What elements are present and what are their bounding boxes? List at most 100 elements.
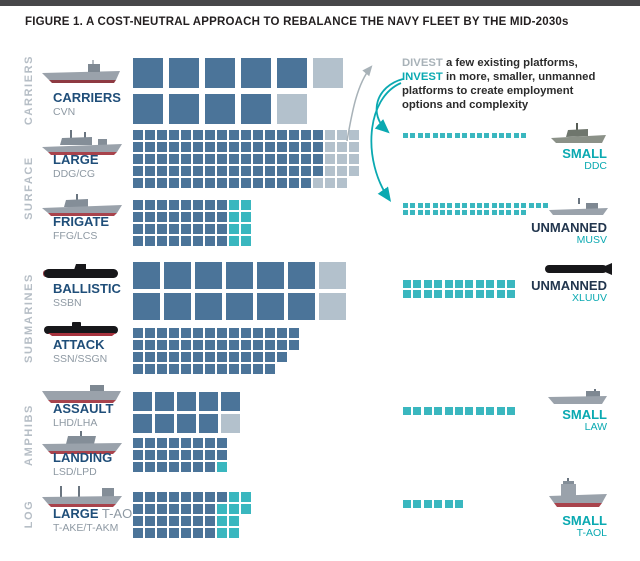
fleet-square-dark [229,142,239,152]
row-label-large-surface: LARGE [53,152,99,167]
fleet-square-dark [288,262,315,289]
fleet-square-teal [513,203,519,208]
fleet-square-dark [205,200,215,210]
fleet-square-dark [145,504,155,514]
fleet-square-dark [181,528,191,538]
unmanned-surface-vessel-icon [548,198,610,225]
fleet-square-dark [155,392,174,411]
fleet-square-teal [476,133,482,138]
attack-submarine-icon [42,322,122,343]
fleet-square-teal [499,133,505,138]
grid-carriers [133,58,343,130]
fleet-square-dark [133,462,143,472]
fleet-square-dark [217,142,227,152]
fleet-square-dark [217,178,227,188]
fleet-square-dark [193,236,203,246]
fleet-square-teal [417,203,423,208]
fleet-square-dark [229,154,239,164]
fleet-square-dark [193,178,203,188]
row-label-log-large: LARGE T-AO [53,506,133,521]
fleet-square-light [349,142,359,152]
fleet-square-dark [205,462,215,472]
fleet-square-teal [417,133,423,138]
fleet-square-dark [265,142,275,152]
fleet-square-dark [265,130,275,140]
fleet-square-teal [229,236,239,246]
fleet-square-dark [193,438,203,448]
fleet-square-dark [181,328,191,338]
fleet-square-teal [229,492,239,502]
fleet-square-teal [491,210,497,216]
fleet-square-dark [241,58,271,88]
fleet-square-dark [145,212,155,222]
fleet-square-dark [313,142,323,152]
fleet-square-dark [181,166,191,176]
row-sub-large-surface: DDG/CG [53,168,95,180]
fleet-square-dark [169,212,179,222]
landing-ship-icon [40,430,124,461]
fleet-square-dark [253,340,263,350]
fleet-square-dark [205,224,215,234]
row-sub-landing: LSD/LPD [53,466,97,478]
fleet-square-dark [229,352,239,362]
fleet-square-teal [454,203,460,208]
row-label-musv: UNMANNED [531,220,607,235]
fleet-square-dark [229,178,239,188]
fleet-square-dark [181,142,191,152]
fleet-square-dark [217,212,227,222]
fleet-square-teal [484,203,490,208]
fleet-square-dark [157,130,167,140]
fleet-square-dark [301,178,311,188]
fleet-square-teal [454,407,463,415]
fleet-square-dark [217,364,227,374]
fleet-square-dark [217,352,227,362]
fleet-square-dark [241,364,251,374]
fleet-square-dark [277,130,287,140]
fleet-square-teal [425,203,431,208]
group-label-log: LOG [23,499,35,529]
fleet-square-teal [496,407,505,415]
fleet-square-dark [265,352,275,362]
fleet-square-teal [499,203,505,208]
fleet-square-dark [157,492,167,502]
fleet-square-dark [277,328,287,338]
fleet-square-dark [145,528,155,538]
fleet-square-dark [181,154,191,164]
fleet-square-teal [229,504,239,514]
fleet-square-dark [253,130,263,140]
fleet-square-dark [199,414,218,433]
fleet-square-teal [423,280,432,288]
fleet-square-dark [145,492,155,502]
fleet-square-teal [447,203,453,208]
fleet-square-dark [193,450,203,460]
fleet-square-dark [133,224,143,234]
fleet-square-dark [241,340,251,350]
fleet-square-teal [432,210,438,216]
fleet-square-dark [205,58,235,88]
fleet-square-dark [181,352,191,362]
grid-xluuv [403,280,515,301]
fleet-square-teal [432,133,438,138]
fleet-square-dark [193,328,203,338]
fleet-square-teal [465,290,474,299]
fleet-square-dark [289,130,299,140]
fleet-square-teal [403,203,408,208]
fleet-square-teal [454,280,463,288]
grid-large-surface [133,130,359,190]
fleet-square-teal [528,203,534,208]
fleet-square-dark [133,166,143,176]
row-sub-musv: MUSV [576,234,607,246]
fleet-square-dark [157,200,167,210]
fleet-square-dark [229,364,239,374]
fleet-square-dark [193,166,203,176]
fleet-square-dark [169,516,179,526]
fleet-square-teal [439,203,445,208]
figure-title: FIGURE 1. A COST-NEUTRAL APPROACH TO REB… [25,16,569,28]
fleet-square-teal [439,133,445,138]
fleet-square-dark [205,450,215,460]
fleet-square-dark [157,504,167,514]
fleet-square-dark [169,200,179,210]
fleet-square-dark [217,450,227,460]
fleet-square-dark [157,438,167,448]
fleet-square-dark [169,94,199,124]
